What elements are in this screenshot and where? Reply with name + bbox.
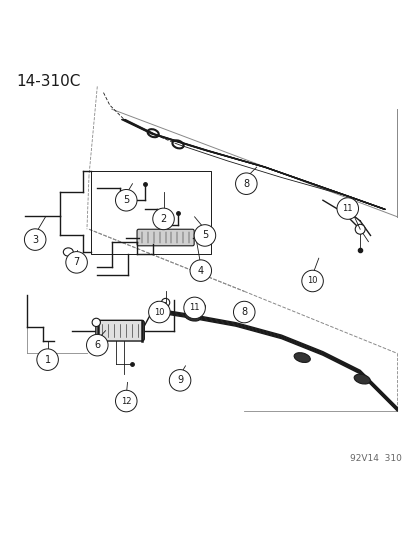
Text: 5: 5 [201,230,208,240]
Text: 2: 2 [160,214,166,224]
FancyBboxPatch shape [137,229,194,246]
Circle shape [183,297,205,319]
Circle shape [233,301,254,323]
Text: 3: 3 [32,235,38,245]
Circle shape [86,334,108,356]
Ellipse shape [184,311,200,321]
Circle shape [190,260,211,281]
Text: 11: 11 [342,204,352,213]
Circle shape [169,369,190,391]
Circle shape [24,229,46,251]
Text: 4: 4 [197,265,203,276]
Text: 8: 8 [243,179,249,189]
Circle shape [354,224,364,234]
Ellipse shape [353,374,370,384]
Text: 14-310C: 14-310C [17,74,81,89]
Circle shape [152,208,174,230]
Circle shape [115,190,137,211]
Text: 9: 9 [177,375,183,385]
Circle shape [194,225,215,246]
Text: 5: 5 [123,195,129,205]
Circle shape [92,335,100,343]
Circle shape [301,270,323,292]
Ellipse shape [293,353,310,362]
Circle shape [92,318,100,327]
Text: 8: 8 [241,307,247,317]
Circle shape [66,252,87,273]
Text: 1: 1 [45,354,50,365]
Text: 7: 7 [73,257,80,268]
FancyBboxPatch shape [95,320,144,341]
Circle shape [336,198,358,219]
Circle shape [37,349,58,370]
Text: 10: 10 [306,277,317,286]
Circle shape [115,390,137,412]
Text: 11: 11 [189,303,199,312]
Text: 12: 12 [121,397,131,406]
Circle shape [235,173,256,195]
Text: 6: 6 [94,340,100,350]
Text: 92V14  310: 92V14 310 [349,454,401,463]
Text: 10: 10 [154,308,164,317]
Circle shape [148,301,170,323]
